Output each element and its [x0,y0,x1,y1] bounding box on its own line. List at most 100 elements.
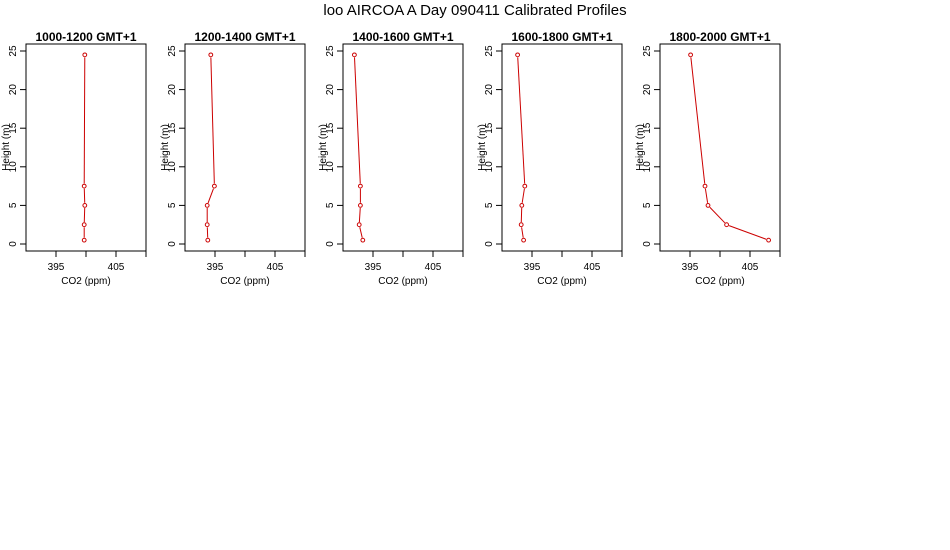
series-line-segment [207,188,214,204]
x-tick-label: 395 [48,262,65,273]
y-tick-label: 10 [8,161,19,173]
chart-panel: 1800-2000 GMT+1 395 405 CO2 (ppm) 0 5 10 15 20 25… [635,30,781,287]
y-tick-label: 25 [8,45,19,57]
panel-title: 1600-1800 GMT+1 [511,30,612,44]
y-tick-label: 15 [167,122,178,134]
x-axis-label: CO2 (ppm) [695,276,744,287]
y-axis-label: Height (m) [160,124,171,171]
data-point [352,52,357,58]
y-tick-label: 25 [167,45,178,57]
plot-frame [342,43,464,252]
y-tick-label: 0 [484,241,495,247]
y-tick-label: 5 [325,202,336,208]
x-axis-label: CO2 (ppm) [220,276,269,287]
y-tick-label: 0 [167,241,178,247]
x-tick-label: 405 [742,262,759,273]
y-tick-label: 0 [8,241,19,247]
y-tick-label: 25 [325,45,336,57]
data-point [521,237,526,243]
y-tick-label: 15 [642,122,653,134]
y-tick-label: 20 [167,84,178,96]
series-line-segment [704,188,709,203]
plot-frame [25,43,147,252]
figure-title: loo AIRCOA A Day 090411 Calibrated Profi… [323,2,627,19]
series-line-segment [521,227,524,238]
plot-frame [501,43,623,252]
x-tick-label: 395 [207,262,224,273]
series-line-segment [358,207,361,223]
panel-title: 1000-1200 GMT+1 [35,30,136,44]
data-point [82,52,88,58]
data-point [208,52,214,58]
series-line-segment [83,57,86,184]
chart-panel: 1400-1600 GMT+1 395 405 CO2 (ppm) 0 5 10 15 20 25… [318,30,464,287]
panel-title: 1800-2000 GMT+1 [669,30,770,44]
y-tick-label: 20 [642,84,653,96]
y-axis-label: Height (m) [1,124,12,171]
y-tick-label: 25 [484,45,495,57]
series-line-segment [210,57,215,184]
y-axis-label: Height (m) [635,124,646,171]
data-point [705,203,711,208]
series-line-segment [517,57,526,184]
data-point [766,237,771,243]
data-point [688,52,693,58]
y-tick-label: 5 [642,202,653,208]
panel-title: 1400-1600 GMT+1 [352,30,453,44]
data-point [356,222,362,228]
data-point [518,222,524,228]
y-tick-label: 0 [325,241,336,247]
data-point [358,183,363,189]
x-tick-label: 395 [682,262,699,273]
x-axis-label: CO2 (ppm) [61,276,110,287]
chart-panel: 1600-1800 GMT+1 395 405 CO2 (ppm) 0 5 10 15 20 25… [477,30,623,287]
series-line-segment [521,188,525,203]
data-point [515,52,520,58]
data-point [82,203,88,208]
chart-panel: 1000-1200 GMT+1 395 405 CO2 (ppm) 0 5 10 15 20 25… [1,30,147,287]
data-point [204,222,210,228]
y-tick-label: 20 [325,84,336,96]
y-tick-label: 10 [167,161,178,173]
y-tick-label: 15 [325,122,336,134]
y-tick-label: 10 [325,161,336,173]
y-tick-label: 0 [642,241,653,247]
y-tick-label: 15 [484,122,495,134]
y-tick-label: 20 [484,84,495,96]
series-line-segment [709,206,726,224]
y-tick-label: 5 [167,202,178,208]
series-line-segment [354,57,361,184]
series-line-segment [359,227,363,238]
data-point [522,183,528,189]
data-point [519,203,525,208]
data-point [702,183,708,189]
chart-panel: 1200-1400 GMT+1 395 405 CO2 (ppm) 0 5 10 15 20 25… [160,30,306,287]
data-point [724,222,729,228]
y-tick-label: 15 [8,122,19,134]
x-tick-label: 405 [108,262,125,273]
data-point [205,237,211,243]
data-point [358,203,363,208]
data-point [81,237,87,243]
y-tick-label: 10 [484,161,495,173]
plot-frame [184,43,306,252]
y-tick-label: 20 [8,84,19,96]
x-tick-label: 395 [524,262,541,273]
panel-title: 1200-1400 GMT+1 [194,30,295,44]
y-tick-label: 25 [642,45,653,57]
series-line-segment [690,57,706,184]
data-point [212,183,217,189]
data-point [81,222,87,228]
y-tick-label: 5 [8,202,19,208]
x-axis-label: CO2 (ppm) [378,276,427,287]
x-tick-label: 405 [584,262,601,273]
y-axis-label: Height (m) [477,124,488,171]
data-point [360,237,366,243]
series-line-segment [728,225,767,240]
data-point [81,183,87,189]
x-tick-label: 405 [267,262,284,273]
x-tick-label: 405 [425,262,442,273]
data-point [204,203,210,208]
y-tick-label: 5 [484,202,495,208]
